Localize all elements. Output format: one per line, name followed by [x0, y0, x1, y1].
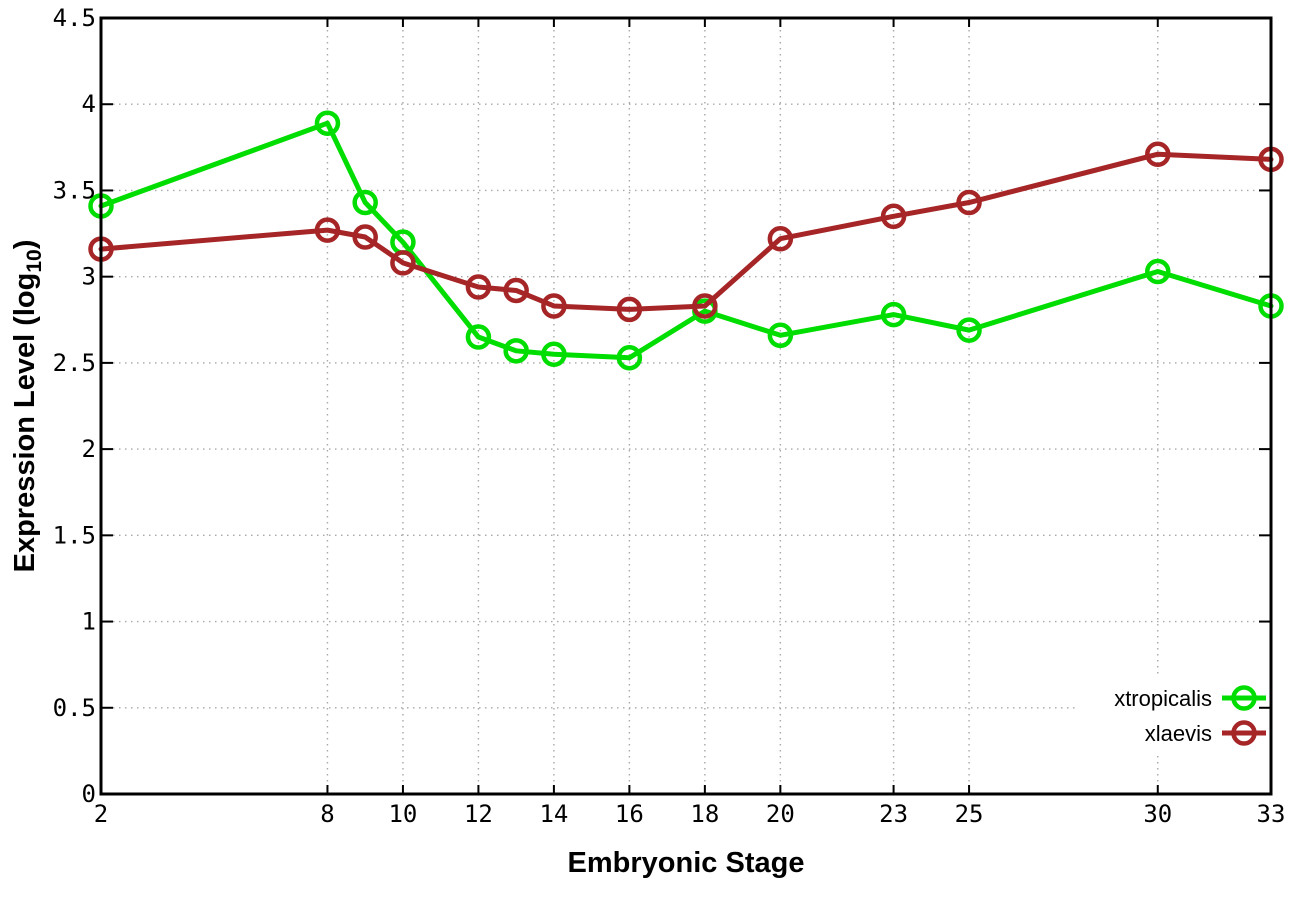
data-point-marker-xlaevis [541, 293, 567, 319]
legend-label-xlaevis: xlaevis [1145, 721, 1212, 746]
data-point-marker-xtropicalis [956, 317, 982, 343]
y-axis-title: Expression Level (log10) [9, 240, 46, 573]
x-tick-label: 23 [879, 800, 908, 828]
legend-marker-icon-xtropicalis [1231, 685, 1257, 711]
data-point-marker-xlaevis [880, 203, 907, 230]
x-tick-label: 12 [464, 800, 493, 828]
legend-marker-icon-xlaevis [1231, 720, 1257, 746]
data-point-marker-xlaevis [314, 217, 341, 243]
x-tick-label: 14 [539, 800, 568, 828]
y-tick-label: 0 [82, 780, 96, 808]
y-tick-label: 4 [82, 90, 96, 118]
y-tick-label: 4.5 [53, 4, 96, 32]
y-tick-label: 3.5 [53, 176, 96, 204]
data-point-marker-xtropicalis [314, 110, 341, 136]
x-tick-label: 10 [388, 800, 417, 828]
x-tick-label: 25 [955, 800, 984, 828]
data-point-marker-xtropicalis [616, 344, 643, 371]
data-point-marker-xtropicalis [503, 338, 529, 364]
x-tick-label: 18 [690, 800, 719, 828]
data-point-marker-xlaevis [692, 293, 718, 319]
x-axis-title: Embryonic Stage [568, 847, 805, 879]
plot-border [99, 16, 1273, 796]
data-point-marker-xlaevis [503, 277, 529, 304]
data-point-marker-xtropicalis [880, 301, 907, 328]
data-point-marker-xlaevis [390, 250, 416, 276]
data-point-marker-xtropicalis [352, 189, 378, 216]
x-tick-label: 2 [94, 800, 108, 828]
data-point-marker-xtropicalis [1145, 258, 1171, 285]
x-tick-label: 8 [320, 800, 334, 828]
series-line-xlaevis [98, 151, 1274, 312]
legend-label-xtropicalis: xtropicalis [1114, 686, 1212, 711]
data-point-marker-xlaevis [1145, 141, 1171, 167]
y-tick-label: 0.5 [53, 694, 96, 722]
data-point-marker-xlaevis [767, 225, 794, 252]
data-point-marker-xtropicalis [465, 324, 492, 350]
x-tick-label: 20 [766, 800, 795, 828]
y-tick-label: 1 [82, 608, 96, 636]
y-tick-label: 3 [82, 263, 96, 291]
x-tick-label: 33 [1257, 800, 1286, 828]
y-tick-label: 2 [82, 435, 96, 463]
data-point-marker-xlaevis [956, 189, 982, 216]
data-point-marker-xtropicalis [767, 322, 794, 349]
y-tick-label: 2.5 [53, 349, 96, 377]
x-tick-label: 30 [1143, 800, 1172, 828]
data-point-marker-xlaevis [352, 224, 378, 250]
x-tick-label: 16 [615, 800, 644, 828]
data-point-marker-xlaevis [465, 274, 492, 300]
y-tick-label: 1.5 [53, 521, 96, 549]
data-point-marker-xtropicalis [541, 341, 567, 368]
data-point-marker-xlaevis [616, 296, 643, 323]
